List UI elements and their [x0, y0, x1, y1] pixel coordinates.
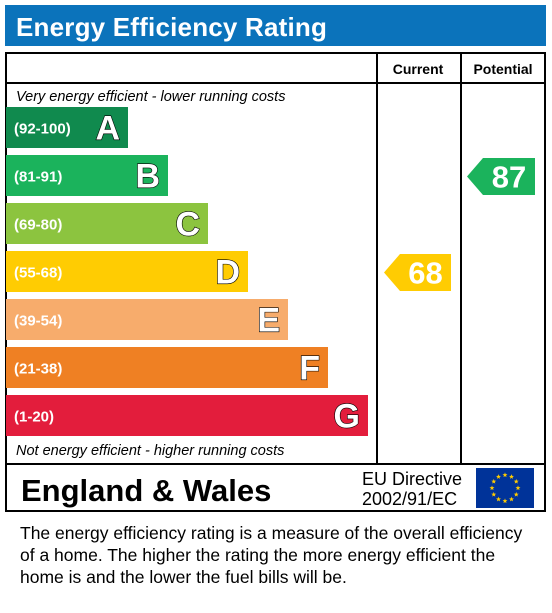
current-rating-shape [384, 254, 451, 291]
band-bar-c [6, 203, 208, 244]
band-c: (69-80) C [6, 203, 208, 244]
current-rating-arrow: 68 [384, 254, 451, 291]
band-bar-g [6, 395, 368, 436]
band-e: (39-54) E [6, 299, 288, 340]
band-g: (1-20) G [6, 395, 368, 436]
directive-line-2: 2002/91/EC [362, 489, 457, 509]
band-range-g: (1-20) [14, 409, 54, 426]
band-b: (81-91) B [6, 155, 168, 196]
band-letter-a: A [95, 110, 120, 148]
band-bar-e [6, 299, 288, 340]
band-letter-b: B [135, 158, 160, 196]
band-letter-f: F [299, 350, 320, 388]
chart-title: Energy Efficiency Rating [16, 12, 328, 42]
bottom-note: Not energy efficient - higher running co… [16, 443, 284, 459]
band-range-b: (81-91) [14, 169, 62, 186]
band-range-d: (55-68) [14, 265, 62, 282]
potential-rating-shape [467, 158, 535, 195]
potential-rating-value: 87 [492, 160, 526, 195]
band-letter-e: E [257, 302, 280, 340]
top-note: Very energy efficient - lower running co… [16, 89, 285, 105]
band-d: (55-68) D [6, 251, 248, 292]
band-range-c: (69-80) [14, 217, 62, 234]
potential-rating-arrow: 87 [467, 158, 535, 195]
band-range-f: (21-38) [14, 361, 62, 378]
band-bar-a [6, 107, 128, 148]
band-a: (92-100) A [6, 107, 128, 148]
band-bar-b [6, 155, 168, 196]
band-letter-g: G [334, 398, 360, 436]
current-rating-value: 68 [408, 256, 442, 291]
band-range-e: (39-54) [14, 313, 62, 330]
band-letter-d: D [215, 254, 240, 292]
band-letter-c: C [175, 206, 200, 244]
band-bar-f [6, 347, 328, 388]
potential-column-header: Potential [473, 61, 532, 77]
eu-flag-icon [476, 468, 534, 508]
directive-line-1: EU Directive [362, 469, 462, 489]
footnote: The energy efficiency rating is a measur… [20, 523, 523, 587]
band-range-a: (92-100) [14, 121, 71, 138]
title-bar: Energy Efficiency Rating [5, 5, 546, 46]
region-label: England & Wales [21, 473, 271, 508]
band-f: (21-38) F [6, 347, 328, 388]
band-bar-d [6, 251, 248, 292]
current-column-header: Current [393, 61, 444, 77]
